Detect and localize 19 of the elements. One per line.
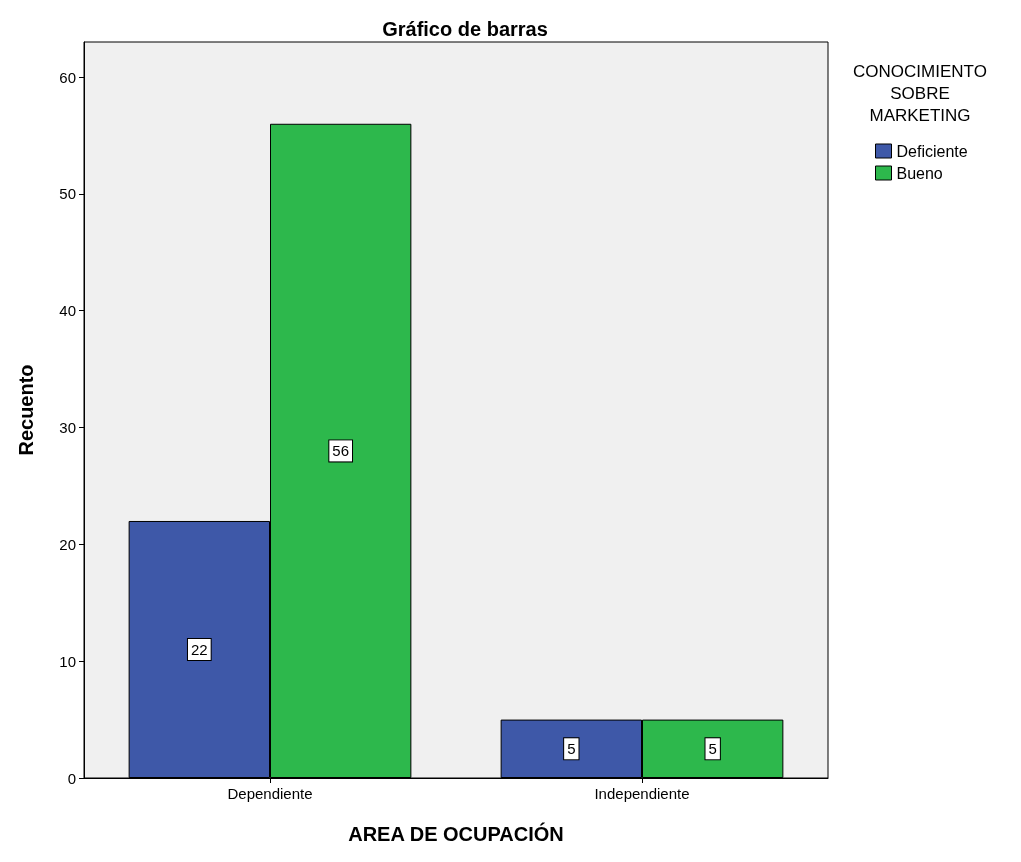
x-axis-title: AREA DE OCUPACIÓN [348,822,564,845]
legend-label: Bueno [896,164,943,182]
legend-title: CONOCIMIENTO SOBRE MARKETING [853,61,987,125]
y-tick-label: 20 [59,535,76,553]
data-label: 56 [332,442,350,460]
y-tick-label: 30 [59,419,76,437]
chart-title: Gráfico de barras [382,18,548,40]
legend-label: Deficiente [896,142,968,160]
x-tick-label: Dependiente [227,785,313,802]
data-label: 5 [708,740,717,758]
y-tick-label: 10 [59,652,76,670]
x-tick-label: Independiente [594,785,690,802]
y-tick-label: 60 [59,68,76,86]
y-tick-label: 40 [59,302,76,320]
y-tick-label: 0 [67,769,76,787]
data-label: 5 [567,740,576,758]
data-label: 22 [190,640,208,658]
y-tick-label: 50 [59,185,76,203]
y-axis-title: Recuento [15,364,37,456]
